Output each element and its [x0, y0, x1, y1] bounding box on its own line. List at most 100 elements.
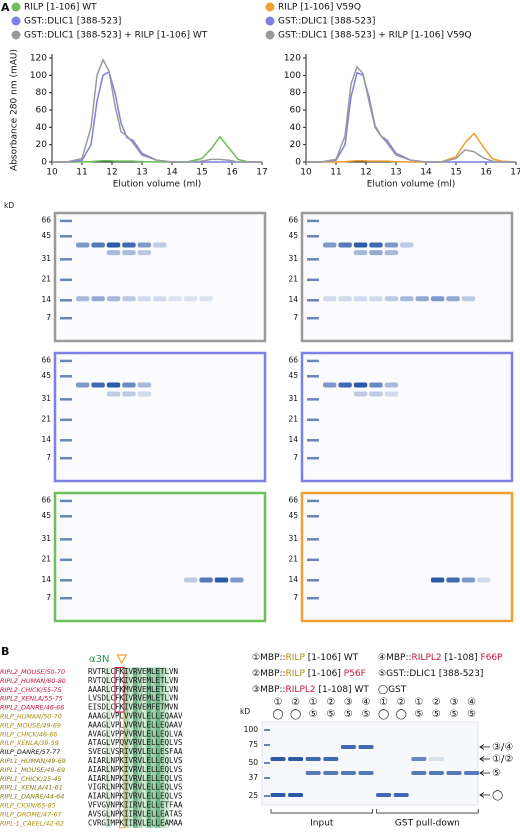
species-name: RIPL1_MOUSE/49-69 — [0, 766, 65, 774]
y-tick-label: 0 — [295, 158, 301, 168]
legend-text: F66P — [481, 653, 504, 663]
column-shade — [106, 667, 111, 828]
x-axis-label: Elution volume (ml) — [113, 180, 201, 190]
marker-label: 21 — [288, 275, 298, 284]
gel — [261, 721, 479, 806]
ladder-band — [307, 316, 319, 320]
ladder-band — [307, 235, 319, 238]
ladder-band — [307, 439, 319, 442]
marker-label: 31 — [41, 534, 51, 543]
gel-band — [323, 296, 337, 302]
ladder-band — [60, 235, 72, 238]
gel-band — [323, 382, 337, 388]
gel-band — [393, 793, 409, 797]
marker-label: 21 — [288, 555, 298, 564]
x-tick-label: 11 — [76, 168, 87, 178]
ladder-band — [60, 439, 72, 442]
sequence: AAAGLVPLVVRVLELLEQAAV — [88, 720, 183, 729]
lane-label: ⑤ — [309, 709, 318, 720]
sequence: ATAGLVPQVVRVLELLEQLVS — [88, 738, 183, 747]
marker-label: 14 — [288, 435, 298, 444]
lane-label: ⑤ — [326, 709, 335, 720]
x-tick-label: 15 — [196, 168, 207, 178]
y-tick-label: 80 — [290, 88, 302, 98]
gel-band — [430, 577, 445, 583]
legend-swatch — [265, 2, 275, 12]
ladder-band — [307, 515, 319, 518]
ladder-band — [60, 359, 72, 363]
ladder-band — [60, 418, 72, 422]
bracket — [376, 809, 479, 814]
ladder-band — [307, 418, 319, 422]
ladder-band — [264, 777, 270, 779]
y-tick-label: 20 — [290, 140, 302, 150]
ladder-band — [307, 538, 319, 541]
marker-label: 37 — [248, 773, 258, 782]
lane-label: ◯ — [290, 709, 301, 720]
legend-number: ② — [252, 669, 260, 679]
lane-label: ① — [309, 697, 318, 708]
gel-band — [106, 391, 121, 397]
gel-band — [338, 382, 352, 388]
gel-band — [183, 577, 198, 583]
column-shade — [137, 667, 142, 828]
legend-text: RILPL2 — [412, 653, 442, 663]
legend-text: [1-108] — [442, 653, 481, 663]
gel-band — [353, 382, 368, 388]
legend-label: GST::DLIC1 [388-523] + RILP [1-106] WT — [24, 31, 208, 41]
marker-label: 7 — [293, 313, 298, 322]
gel-band — [369, 296, 383, 302]
x-tick-label: 14 — [166, 168, 178, 178]
column-shade — [128, 667, 133, 828]
ladder-band — [60, 398, 72, 401]
gel-band — [446, 577, 460, 583]
ladder-band — [60, 219, 72, 223]
gel-band — [428, 757, 444, 761]
gel-band — [137, 250, 152, 256]
ladder-band — [60, 299, 72, 302]
gel-band — [76, 296, 90, 302]
species-name: RILP_CHICK/46-66 — [0, 730, 57, 738]
x-tick-label: 15 — [450, 168, 461, 178]
gel-band — [122, 296, 136, 302]
y-tick-label: 40 — [290, 123, 302, 133]
species-name: RIPL1_DANRE/44-64 — [0, 793, 64, 801]
x-tick-label: 13 — [390, 168, 401, 178]
marker-label: 7 — [293, 593, 298, 602]
column-shade — [146, 667, 151, 828]
y-tick-label: 80 — [36, 88, 48, 98]
gel-band — [338, 242, 352, 248]
gel-band — [477, 577, 491, 583]
legend-text: [1-108] WT — [316, 685, 370, 695]
gel-band — [230, 577, 244, 583]
gel-band — [323, 757, 339, 761]
sequence: AIARLNPKIVRVLELLEQLVS — [88, 756, 183, 765]
species-name: RIPL2_HUMAN/60-80 — [0, 677, 66, 685]
gel — [300, 351, 514, 483]
marker-label: 31 — [288, 254, 298, 263]
y-axis-label: Absorbance 280 nm (mAU) — [10, 49, 20, 171]
ladder-band — [307, 596, 319, 600]
species-name: RILP_CIOIN/65-85 — [0, 802, 56, 810]
gel-band — [122, 382, 136, 388]
gel-band — [430, 296, 445, 302]
legend-number: ③ — [252, 685, 260, 695]
gel-band — [199, 296, 213, 302]
gel-band — [461, 577, 476, 583]
x-tick-label: 10 — [46, 168, 58, 178]
arrow — [479, 756, 490, 762]
column-shade — [160, 667, 165, 828]
marker-label: 7 — [46, 453, 51, 462]
marker-label: 50 — [248, 758, 258, 767]
y-tick-label: 20 — [36, 140, 48, 150]
gel — [300, 491, 514, 623]
marker-label: 45 — [288, 511, 298, 520]
marker-label: 66 — [288, 216, 298, 225]
marker-label: 21 — [41, 275, 51, 284]
marker-label: 66 — [288, 356, 298, 365]
gel-band — [411, 757, 427, 761]
legend-swatch — [11, 2, 21, 12]
gel-band — [369, 391, 383, 397]
gel-band — [446, 296, 460, 302]
group-label: GST pull-down — [395, 819, 460, 829]
